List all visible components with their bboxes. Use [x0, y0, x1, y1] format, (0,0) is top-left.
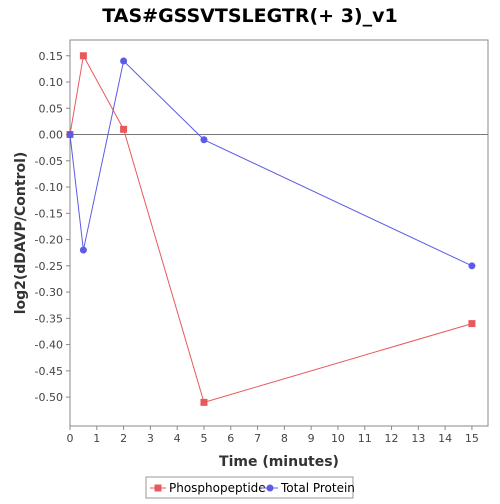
chart-title: TAS#GSSVTSLEGTR(+ 3)_v1 [102, 5, 397, 27]
legend-item: Total Protein [262, 481, 355, 495]
x-tick-label: 2 [120, 432, 127, 445]
x-tick-label: 3 [147, 432, 154, 445]
y-axis-label: log2(dDAVP/Control) [13, 152, 29, 315]
x-tick-label: 10 [331, 432, 345, 445]
x-tick-label: 5 [200, 432, 207, 445]
legend-marker [154, 484, 162, 492]
data-point [200, 398, 208, 406]
legend-item: Phosphopeptide [150, 481, 266, 495]
legend-marker [266, 484, 274, 492]
data-point [468, 320, 476, 328]
y-tick-label: 0.00 [39, 129, 64, 142]
y-tick-label: -0.15 [35, 207, 63, 220]
x-tick-label: 15 [465, 432, 479, 445]
data-point [468, 262, 476, 270]
x-tick-label: 14 [438, 432, 452, 445]
y-tick-label: -0.20 [35, 234, 63, 247]
y-tick-label: -0.05 [35, 155, 63, 168]
data-point [200, 136, 208, 144]
x-axis: 0 1 2 3 4 5 6 7 8 9 10 11 12 13 14 15 [67, 426, 479, 445]
x-axis-label: Time (minutes) [219, 454, 339, 470]
y-tick-label: -0.45 [35, 365, 63, 378]
x-tick-label: 4 [174, 432, 181, 445]
x-tick-label: 7 [254, 432, 261, 445]
y-tick-label: 0.15 [39, 50, 64, 63]
legend-box [145, 476, 354, 499]
y-tick-label: -0.30 [35, 286, 63, 299]
data-point [79, 52, 87, 60]
y-axis: 0.15 0.10 0.05 0.00 -0.05 -0.10 -0.15 -0.20 -0.2… [35, 50, 70, 404]
legend: Phosphopeptide Total Protein [145, 476, 355, 499]
x-tick-label: 0 [67, 432, 74, 445]
legend-label: Total Protein [280, 481, 355, 495]
y-tick-label: 0.10 [39, 76, 64, 89]
series-total-protein [66, 57, 476, 270]
x-tick-label: 12 [385, 432, 399, 445]
data-point [66, 131, 74, 139]
y-tick-label: -0.50 [35, 391, 63, 404]
y-tick-label: -0.40 [35, 339, 63, 352]
data-point [120, 57, 128, 65]
y-tick-label: -0.25 [35, 260, 63, 273]
data-point [120, 125, 128, 133]
x-tick-label: 11 [358, 432, 372, 445]
x-tick-label: 13 [411, 432, 425, 445]
y-tick-label: 0.05 [39, 102, 64, 115]
plot-area [69, 39, 489, 427]
x-tick-label: 1 [93, 432, 100, 445]
legend-label: Phosphopeptide [169, 481, 266, 495]
y-tick-label: -0.10 [35, 181, 63, 194]
x-tick-label: 8 [281, 432, 288, 445]
y-tick-label: -0.35 [35, 312, 63, 325]
x-tick-label: 9 [308, 432, 315, 445]
data-point [79, 246, 87, 254]
x-tick-label: 6 [227, 432, 234, 445]
series-group [66, 52, 476, 406]
